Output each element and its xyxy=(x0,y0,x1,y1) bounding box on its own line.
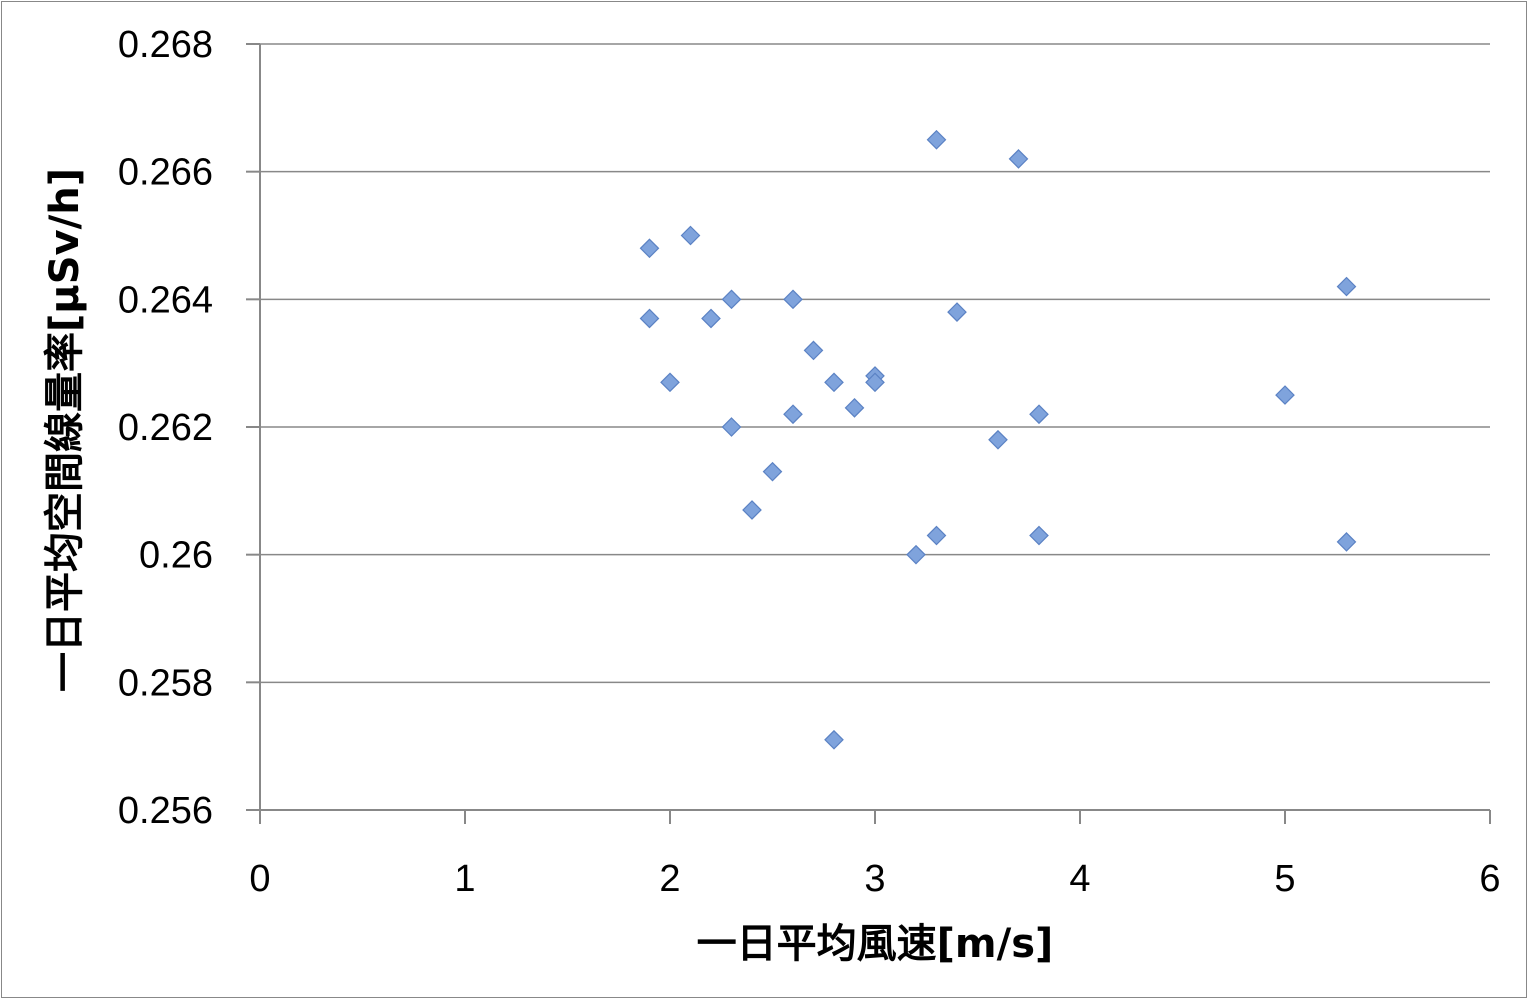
x-tick-label: 6 xyxy=(1479,858,1500,900)
y-tick-label: 0.262 xyxy=(118,407,213,449)
y-tick-label: 0.268 xyxy=(118,24,213,66)
data-point xyxy=(783,404,803,425)
data-point xyxy=(701,308,721,329)
gridlines xyxy=(260,43,1490,684)
data-point xyxy=(844,398,865,418)
x-axis-title: 一日平均風速[m/s] xyxy=(697,921,1054,967)
data-points xyxy=(639,129,1357,750)
tick-labels: 0.256 0.258 0.26 0.262 0.264 0.266 0.268 0 1 2 3 4 5… xyxy=(118,24,1501,900)
x-tick-label: 3 xyxy=(864,858,885,900)
data-point xyxy=(865,372,885,393)
x-tick-label: 0 xyxy=(249,858,270,900)
data-point xyxy=(988,429,1008,450)
data-point xyxy=(762,461,783,482)
data-point xyxy=(639,238,660,259)
y-tick-label: 0.266 xyxy=(118,152,213,194)
data-point xyxy=(1336,276,1357,297)
data-point xyxy=(639,308,660,329)
data-point xyxy=(1275,385,1295,405)
data-point xyxy=(1336,532,1357,552)
x-tick-label: 1 xyxy=(454,858,475,900)
y-tick-label: 0.264 xyxy=(118,279,213,321)
data-point xyxy=(824,372,844,393)
x-tick-label: 2 xyxy=(659,858,680,900)
data-point xyxy=(926,129,947,150)
data-point xyxy=(680,225,701,246)
data-point xyxy=(947,302,967,322)
y-tick-label: 0.258 xyxy=(118,662,213,704)
x-tick-label: 4 xyxy=(1069,858,1090,900)
data-point xyxy=(742,500,762,520)
data-point xyxy=(1029,404,1049,425)
y-axis-title: 一日平均空間線量率[μSv/h] xyxy=(42,168,88,692)
data-point xyxy=(824,729,844,750)
data-point xyxy=(926,525,947,546)
data-point xyxy=(783,289,803,310)
data-point xyxy=(721,289,742,310)
data-point xyxy=(803,340,824,361)
data-point xyxy=(660,372,680,393)
data-point xyxy=(721,417,742,437)
y-tick-label: 0.256 xyxy=(118,790,213,832)
data-point xyxy=(1008,149,1029,169)
y-tick-label: 0.26 xyxy=(139,535,213,577)
data-point xyxy=(1029,525,1049,546)
x-tick-label: 5 xyxy=(1274,858,1295,900)
data-point xyxy=(906,544,926,565)
